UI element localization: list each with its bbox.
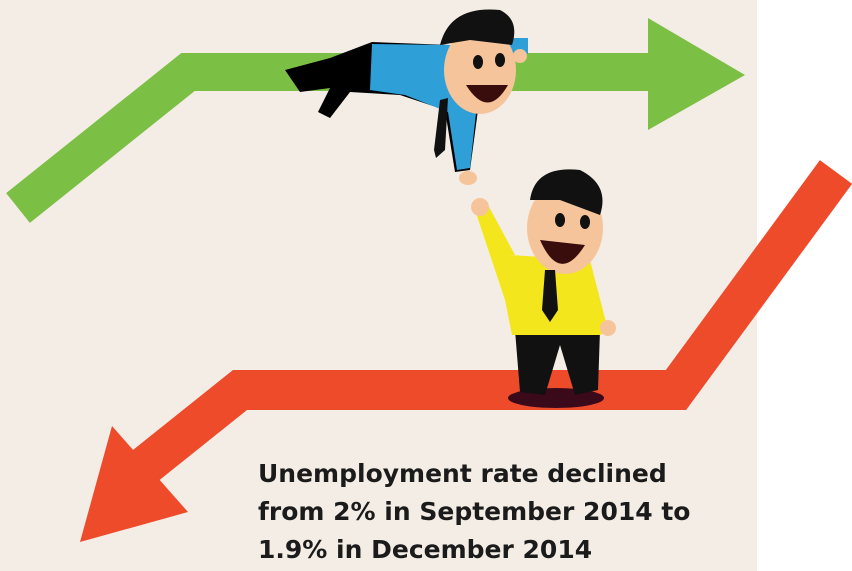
caption-line: 1.9% in December 2014 [258,535,592,564]
man-bottom [471,169,616,408]
caption-line: Unemployment rate declined [258,459,667,488]
red-arrow [80,160,852,542]
caption-line: from 2% in September 2014 to [258,497,690,526]
man-top [285,9,528,185]
caption: Unemployment rate declined from 2% in Se… [258,459,690,564]
